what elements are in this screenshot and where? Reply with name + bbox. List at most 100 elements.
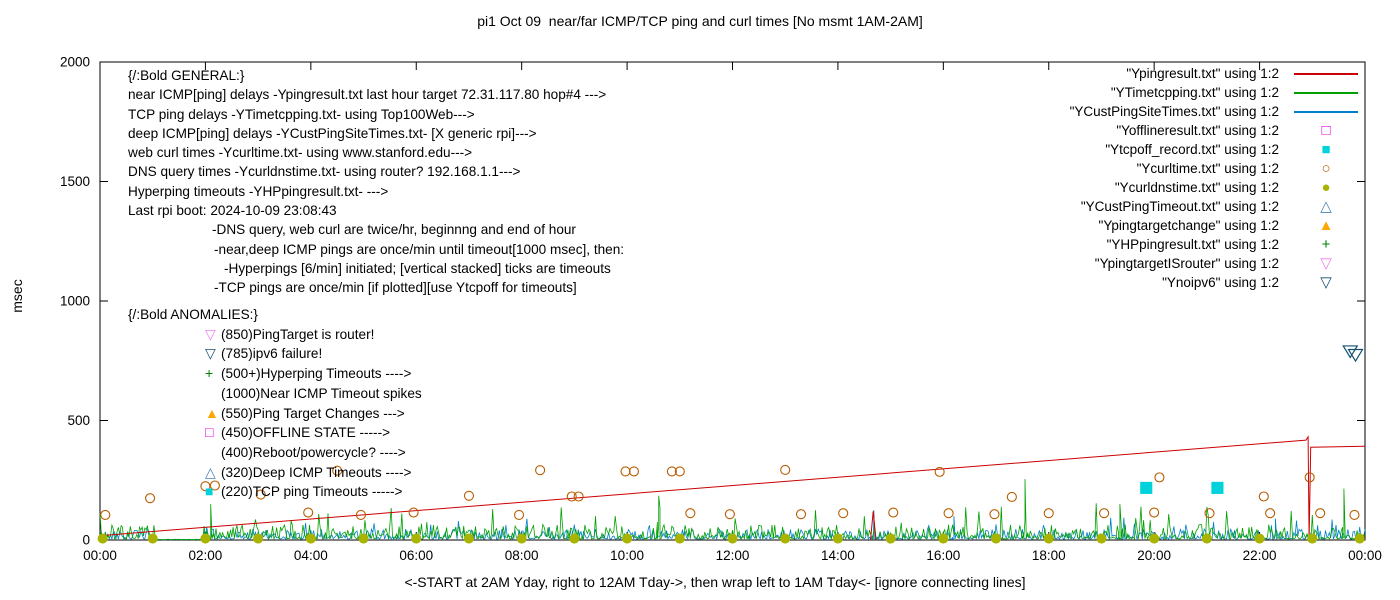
legend-item: "Ycurltime.txt" using 1:2 ○ <box>1070 159 1365 178</box>
legend-sample: ■ <box>1287 142 1365 157</box>
marker-circle <box>97 533 108 544</box>
legend-marker-icon: ▲ <box>1318 217 1334 234</box>
anomaly-line: ▲ (550)Ping Target Changes ---> <box>205 404 422 424</box>
x-tick-label: 08:00 <box>505 548 539 563</box>
marker-circle <box>358 533 369 544</box>
marker-circle <box>355 509 366 520</box>
marker-circle <box>1154 472 1165 483</box>
legend-sample: □ <box>1287 123 1365 138</box>
marker-circle <box>513 509 525 520</box>
general-line: -near,deep ICMP pings are once/min until… <box>214 241 625 257</box>
legend-label: "YHPpingresult.txt" using 1:2 <box>1106 237 1279 252</box>
marker-circle <box>780 533 791 544</box>
x-tick-label: 20:00 <box>1137 548 1171 563</box>
legend-marker-icon: △ <box>1320 198 1332 215</box>
series-Ycurldnstime.txt <box>97 533 1365 544</box>
legend-item: "YCustPingSiteTimes.txt" using 1:2 <box>1070 102 1365 121</box>
marker-square <box>1140 481 1153 494</box>
marker-circle <box>934 466 945 477</box>
anomaly-line: (400)Reboot/powercycle? ----> <box>205 443 422 463</box>
marker-circle <box>888 507 899 518</box>
legend-sample <box>1287 110 1365 113</box>
legend-label: "Ypingtargetchange" using 1:2 <box>1098 218 1279 233</box>
series-path <box>99 435 1366 540</box>
anomaly-line: □ (450)OFFLINE STATE -----> <box>205 423 422 443</box>
anomaly-text: (400)Reboot/powercycle? ----> <box>221 444 406 460</box>
anomalies-annotations: {/:Bold ANOMALIES:} ▽ (850)PingTarget is r… <box>128 305 422 502</box>
anomaly-marker-icon: ▽ <box>205 325 216 342</box>
y-tick-label: 0 <box>82 533 90 548</box>
anomaly-text: (220)TCP ping Timeouts -----> <box>221 484 403 500</box>
anomaly-marker-icon: △ <box>205 463 216 480</box>
general-line: Last rpi boot: 2024-10-09 23:08:43 <box>128 203 337 219</box>
anomaly-text: (320)Deep ICMP Timeouts ----> <box>221 464 412 480</box>
marker-circle <box>209 480 220 491</box>
general-line: -TCP pings are once/min [if plotted][use… <box>214 280 577 296</box>
x-tick-label: 04:00 <box>294 548 328 563</box>
legend-sample <box>1287 72 1365 75</box>
marker-circle <box>674 533 685 544</box>
legend-item: "YHPpingresult.txt" using 1:2 + <box>1070 235 1365 254</box>
marker-circle <box>620 466 631 477</box>
legend-item: "YpingtargetISrouter" using 1:2 ▽ <box>1070 254 1365 273</box>
marker-circle <box>1099 508 1110 519</box>
marker-circle <box>1149 533 1160 544</box>
anomaly-text: (850)PingTarget is router! <box>221 326 375 342</box>
series-Ynoipv6 <box>1342 345 1364 363</box>
marker-circle <box>1254 533 1265 544</box>
legend-label: "Yofflineresult.txt" using 1:2 <box>1116 123 1279 138</box>
x-tick-label: 12:00 <box>716 548 750 563</box>
anomaly-line: + (500+)Hyperping Timeouts ----> <box>205 364 422 384</box>
marker-circle <box>1096 533 1107 544</box>
marker-circle <box>1315 508 1326 519</box>
marker-circle <box>724 509 735 520</box>
marker-circle <box>938 533 949 544</box>
legend-item: "Ypingtargetchange" using 1:2 ▲ <box>1070 216 1365 235</box>
marker-circle <box>780 464 791 476</box>
marker-circle <box>408 507 419 518</box>
x-tick-label: 16:00 <box>926 548 960 563</box>
marker-circle <box>573 491 584 502</box>
series-path <box>870 511 877 540</box>
marker-circle <box>674 466 685 477</box>
legend-item: "Yofflineresult.txt" using 1:2 □ <box>1070 121 1365 140</box>
marker-circle <box>943 508 954 519</box>
marker-circle <box>1304 472 1315 483</box>
marker-circle <box>463 533 475 544</box>
legend-item: "Ycurldnstime.txt" using 1:2 ● <box>1070 178 1365 197</box>
legend-label: "Ynoipv6" using 1:2 <box>1162 275 1279 290</box>
y-tick-label: 1000 <box>60 294 90 309</box>
legend-marker-icon: + <box>1321 236 1331 253</box>
marker-circle <box>100 509 111 520</box>
y-tick-label: 2000 <box>60 55 90 70</box>
legend-label: "Ypingresult.txt" using 1:2 <box>1126 66 1279 81</box>
general-line: {/:Bold GENERAL:} <box>128 68 245 83</box>
general-line: TCP ping delays -YTimetcpping.txt- using… <box>128 106 475 122</box>
general-line: web curl times -Ycurltime.txt- using www… <box>128 145 473 161</box>
marker-circle <box>253 533 264 544</box>
series-Ytcpoff_record.txt <box>1140 481 1224 494</box>
marker-circle <box>147 533 158 544</box>
marker-circle <box>411 533 422 544</box>
anomaly-marker-icon: □ <box>205 424 214 441</box>
anomaly-marker-icon: ■ <box>205 483 214 500</box>
marker-circle <box>838 508 849 519</box>
marker-circle <box>885 533 896 544</box>
marker-circle <box>1307 533 1318 544</box>
y-tick-label: 1500 <box>60 174 90 189</box>
marker-circle <box>463 490 475 501</box>
legend: "Ypingresult.txt" using 1:2 "YTimetcpping… <box>1070 64 1365 292</box>
x-tick-label: 00:00 <box>83 548 117 563</box>
marker-circle <box>685 508 696 519</box>
anomalies-header: {/:Bold ANOMALIES:} <box>128 307 258 322</box>
x-tick-label: 06:00 <box>399 548 433 563</box>
marker-square <box>1211 481 1224 494</box>
legend-item: "Ynoipv6" using 1:2 ▽ <box>1070 273 1365 292</box>
anomaly-line: △ (320)Deep ICMP Timeouts ----> <box>205 463 422 483</box>
legend-line-sample-icon <box>1294 91 1358 94</box>
legend-label: "YpingtargetISrouter" using 1:2 <box>1094 256 1279 271</box>
legend-line-sample-icon <box>1294 72 1358 75</box>
legend-sample: + <box>1287 237 1365 252</box>
x-tick-label: 18:00 <box>1032 548 1066 563</box>
